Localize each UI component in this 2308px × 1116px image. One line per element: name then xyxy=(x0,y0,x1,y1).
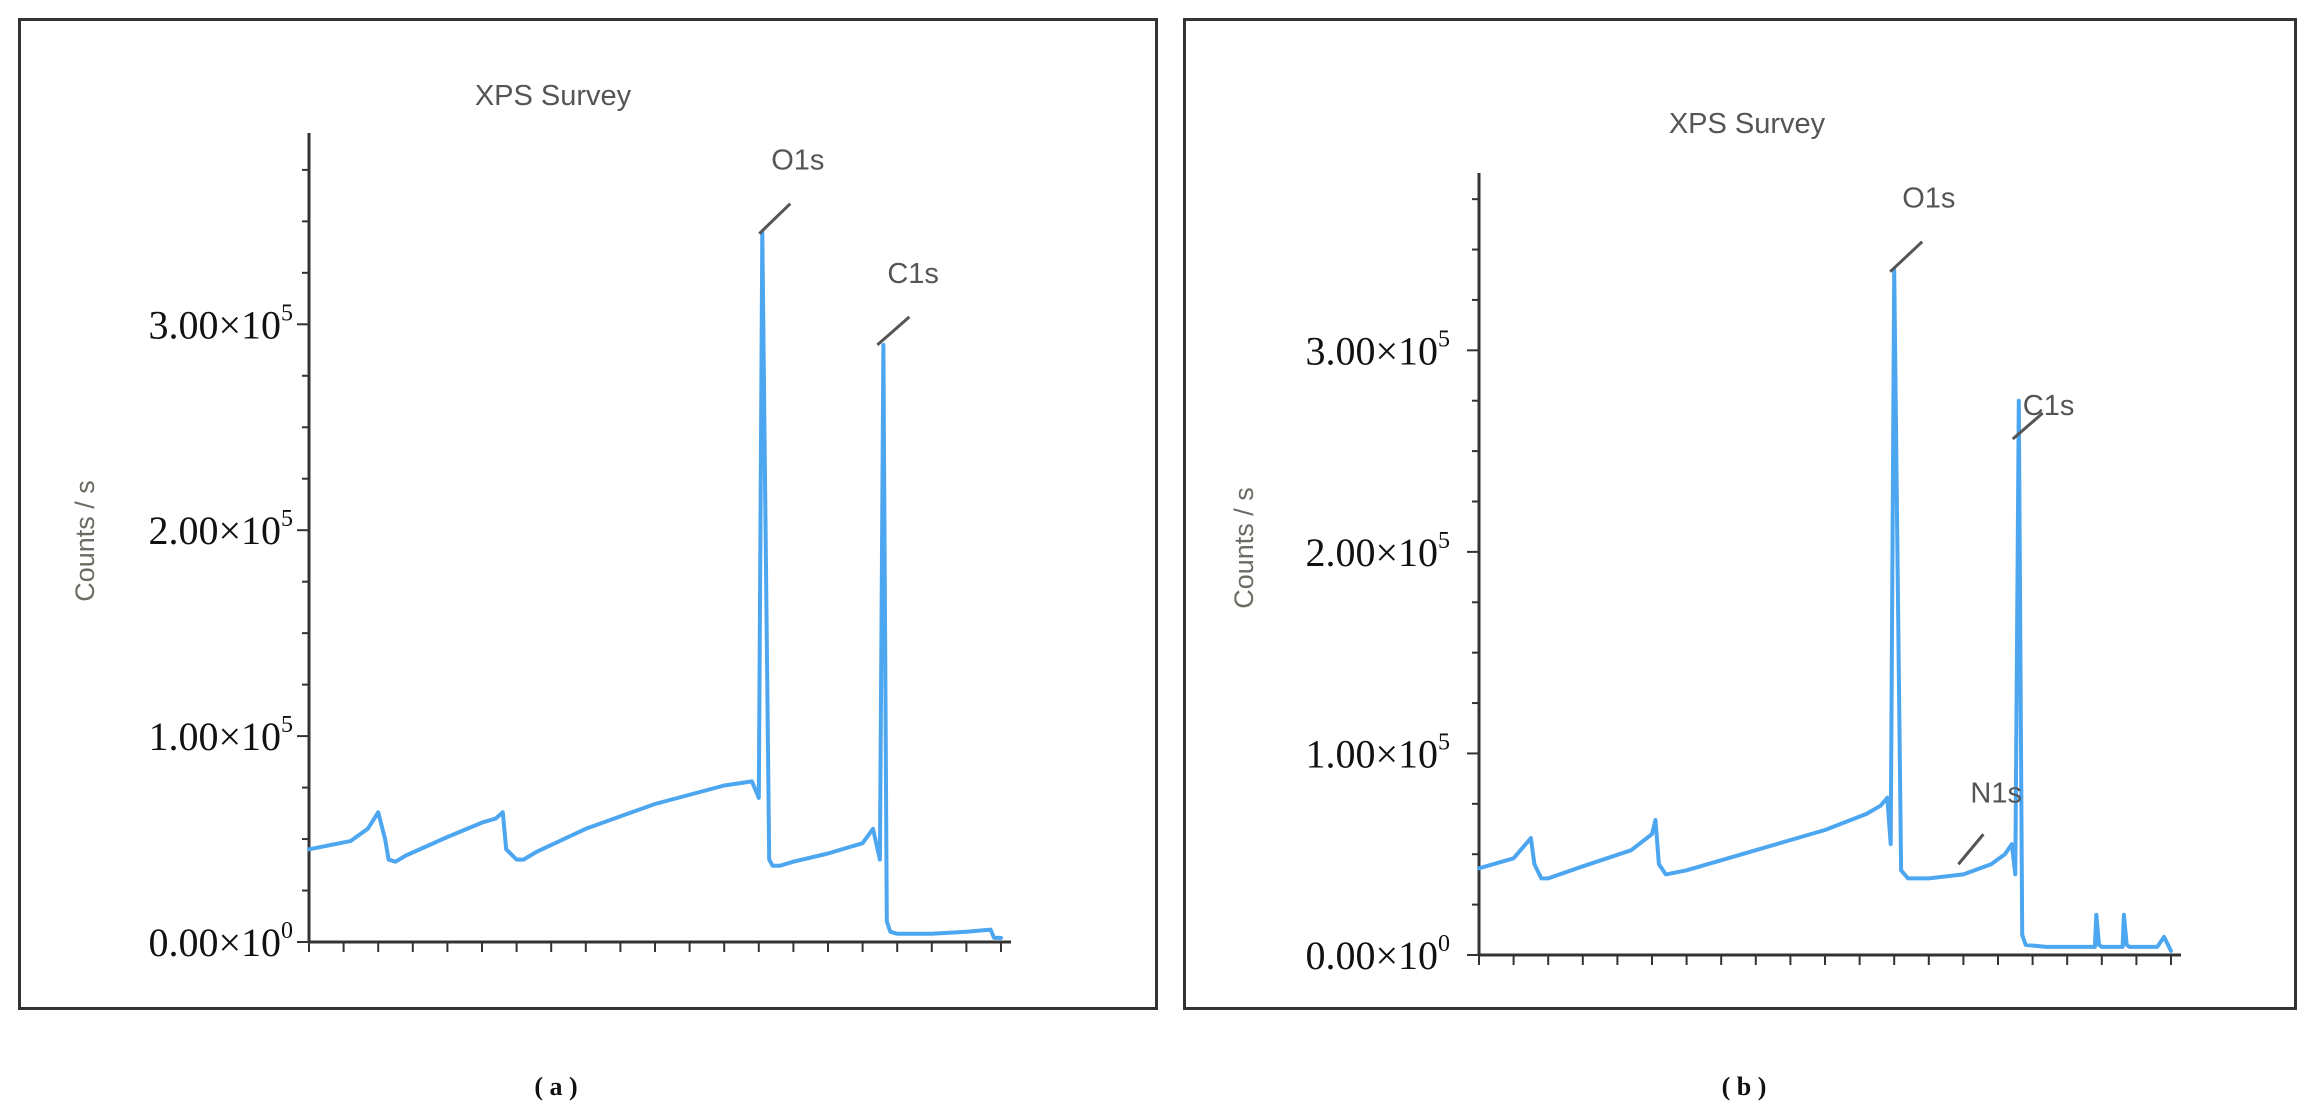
peak-leader-line xyxy=(1957,833,1985,866)
xps-survey-chart-b: XPS Survey Counts / s 0.00×100 1.00×105 2.00… xyxy=(1229,108,2181,978)
peak-label-c1s: C1s xyxy=(887,258,939,290)
peak-label-o1s: O1s xyxy=(771,145,824,177)
y-tick-label-b: 1.00×105 xyxy=(1305,729,1450,776)
y-axis-label-a: Counts / s xyxy=(70,480,100,602)
peak-label-n1s: N1s xyxy=(1970,777,2022,809)
y-tick-label-a: 3.00×105 xyxy=(148,300,293,347)
chart-title-b: XPS Survey xyxy=(1669,108,1826,140)
peak-leader-line xyxy=(2011,411,2044,441)
xps-survey-chart-a: XPS Survey Counts / s 0.00×100 1.00×105 2.00… xyxy=(70,80,1011,965)
y-tick-label-a: 0.00×100 xyxy=(148,918,293,965)
chart-panel-b: XPS Survey Counts / s 0.00×100 1.00×105 2.00… xyxy=(1183,18,2297,1010)
chart-title-a: XPS Survey xyxy=(475,80,632,112)
y-tick-label-a: 1.00×105 xyxy=(148,712,293,759)
spectrum-line-a xyxy=(307,229,1003,940)
y-axis-label-b: Counts / s xyxy=(1229,487,1259,609)
peak-leader-line xyxy=(876,315,911,347)
y-tick-label-b: 2.00×105 xyxy=(1305,528,1450,575)
peak-label-c1s: C1s xyxy=(2023,390,2075,422)
peak-leader-line xyxy=(758,202,792,235)
y-tick-label-a: 2.00×105 xyxy=(148,506,293,553)
subfigure-caption-b: ( b ) xyxy=(1721,1072,1767,1101)
subfigure-caption-a: ( a ) xyxy=(534,1072,578,1101)
chart-panel-a: XPS Survey Counts / s 0.00×100 1.00×105 2.00… xyxy=(18,18,1158,1010)
peak-label-o1s: O1s xyxy=(1902,183,1955,215)
y-tick-label-b: 3.00×105 xyxy=(1305,326,1450,373)
peak-leader-line xyxy=(1889,240,1924,273)
spectrum-line-b xyxy=(1477,267,2173,953)
y-tick-label-b: 0.00×100 xyxy=(1305,931,1450,978)
